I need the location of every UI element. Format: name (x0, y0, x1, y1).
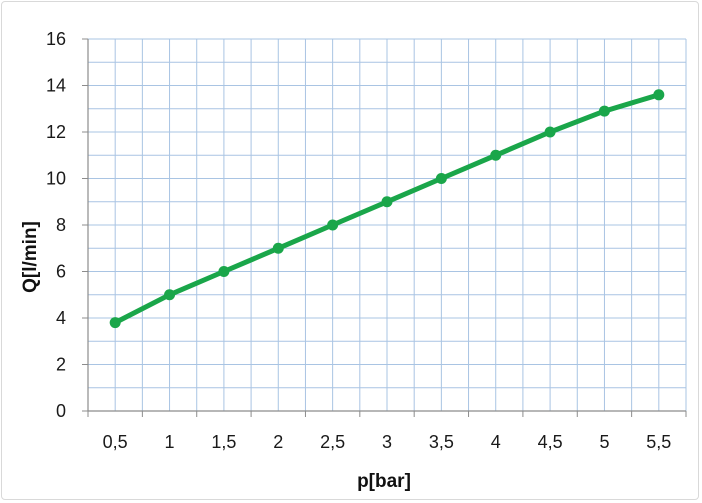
x-tick-label: 3,5 (429, 432, 454, 452)
x-tick-label: 1 (165, 432, 175, 452)
data-point (327, 219, 339, 231)
y-tick-label: 14 (46, 76, 66, 96)
x-tick-label: 2,5 (320, 432, 345, 452)
data-point (109, 317, 121, 329)
x-tick-label: 2 (273, 432, 283, 452)
y-tick-label: 0 (56, 401, 66, 421)
x-tick-label: 4 (491, 432, 501, 452)
x-tick-label: 1,5 (211, 432, 236, 452)
y-tick-label: 2 (56, 355, 66, 375)
x-axis-label: p[bar] (357, 471, 411, 492)
x-tick-labels: 0,5 1 1,5 2 2,5 3 3,5 4 4,5 5 5,5 (103, 432, 672, 452)
grid-lines (88, 38, 687, 411)
data-point (381, 196, 393, 208)
y-tick-label: 8 (56, 215, 66, 235)
y-tick-label: 12 (46, 122, 66, 142)
x-tick-label: 5,5 (646, 432, 671, 452)
x-tick-label: 4,5 (538, 432, 563, 452)
data-point (490, 149, 502, 161)
x-tick-label: 3 (382, 432, 392, 452)
y-tick-labels: 0 2 4 6 8 10 12 14 16 (46, 29, 66, 421)
data-point (435, 173, 447, 184)
y-tick-label: 16 (46, 29, 66, 49)
y-tick-label: 10 (46, 169, 66, 189)
data-point (272, 242, 284, 254)
x-tick-label: 5 (599, 432, 609, 452)
series-layer (109, 89, 665, 329)
y-tick-label: 6 (56, 262, 66, 282)
y-tick-label: 4 (56, 308, 66, 328)
x-tick-label: 0,5 (103, 432, 128, 452)
y-axis-label: Q[l/min] (20, 221, 41, 293)
data-point (164, 289, 176, 301)
data-point (218, 266, 230, 277)
data-point (653, 89, 665, 101)
data-point (544, 126, 556, 138)
axes (82, 38, 687, 417)
data-point (598, 105, 610, 117)
